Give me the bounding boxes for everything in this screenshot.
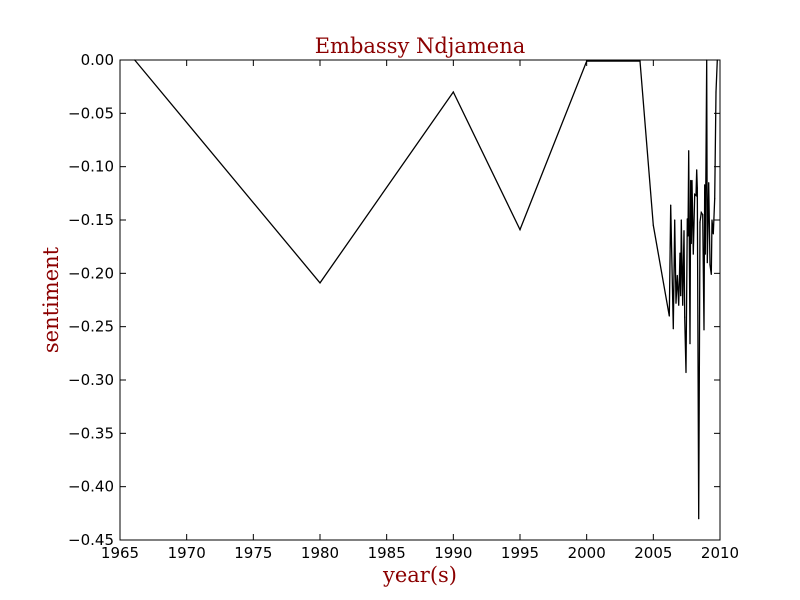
data-point [689, 343, 691, 345]
data-point [683, 230, 685, 232]
data-point [668, 315, 670, 317]
y-tick-label: −0.15 [68, 211, 114, 229]
data-point [716, 59, 718, 61]
data-point [696, 187, 698, 189]
data-point [694, 193, 696, 195]
data-point [586, 60, 588, 62]
data-point [699, 221, 701, 223]
x-tick-label: 1975 [234, 544, 272, 562]
data-point [712, 233, 714, 235]
x-axis-ticks: 1965 1970 1975 1980 1985 1990 1995 2000 2005 2010 [101, 60, 739, 562]
x-tick-label: 2005 [634, 544, 672, 562]
y-axis-label: sentiment [39, 246, 63, 353]
data-point [700, 211, 702, 214]
x-tick-label: 2010 [701, 544, 739, 562]
chart-title: Embassy Ndjamena [315, 34, 526, 58]
data-point [452, 91, 454, 93]
y-tick-label: 0.00 [81, 51, 114, 69]
x-tick-label: 1995 [501, 544, 539, 562]
y-tick-label: −0.25 [68, 318, 114, 336]
data-point [702, 214, 704, 216]
data-point [695, 194, 697, 197]
data-point [674, 219, 676, 221]
data-point [704, 184, 706, 186]
data-point [715, 91, 717, 93]
data-point [670, 204, 672, 206]
series-line [134, 59, 718, 519]
data-point [698, 518, 700, 520]
y-tick-label: −0.05 [68, 104, 114, 122]
data-point [685, 371, 687, 374]
x-tick-label: 2000 [568, 544, 606, 562]
y-tick-label: −0.40 [68, 478, 114, 496]
data-point [678, 304, 680, 306]
data-point [686, 218, 688, 220]
data-point [680, 295, 682, 297]
series-layer [134, 59, 718, 520]
y-axis-ticks: 0.00 −0.05 −0.10 −0.15 −0.20 −0.25 −0.30 −0.35 −… [68, 51, 720, 549]
data-point [687, 235, 689, 237]
data-point [711, 219, 713, 221]
y-tick-label: −0.45 [68, 531, 114, 549]
y-tick-label: −0.10 [68, 158, 114, 176]
data-point [706, 59, 708, 61]
data-point [134, 59, 136, 61]
data-point [691, 179, 693, 182]
data-point [319, 282, 321, 284]
y-tick-label: −0.30 [68, 371, 114, 389]
data-point [679, 252, 681, 254]
data-point [714, 198, 716, 200]
data-point [688, 150, 690, 152]
data-point [652, 224, 654, 226]
plot-area-frame [119, 59, 721, 541]
data-point [690, 242, 692, 245]
data-point [639, 60, 641, 62]
data-point [672, 328, 674, 330]
data-point [680, 219, 682, 221]
x-axis-label: year(s) [382, 563, 457, 587]
data-point [704, 253, 706, 255]
data-point [710, 273, 712, 275]
data-point [684, 316, 686, 318]
data-point [696, 169, 698, 171]
data-point [708, 182, 710, 184]
data-point [519, 229, 521, 231]
data-point [709, 264, 711, 266]
x-tick-label: 1990 [434, 544, 472, 562]
data-point [706, 262, 708, 264]
y-tick-label: −0.20 [68, 264, 114, 282]
x-tick-label: 1965 [101, 544, 139, 562]
data-point [690, 179, 692, 182]
data-point [676, 274, 678, 277]
y-tick-label: −0.35 [68, 424, 114, 442]
data-point [682, 304, 684, 306]
x-tick-label: 1985 [368, 544, 406, 562]
data-point [703, 329, 705, 331]
x-tick-label: 1970 [168, 544, 206, 562]
data-point [675, 302, 677, 304]
data-point [692, 253, 694, 255]
x-tick-label: 1980 [301, 544, 339, 562]
